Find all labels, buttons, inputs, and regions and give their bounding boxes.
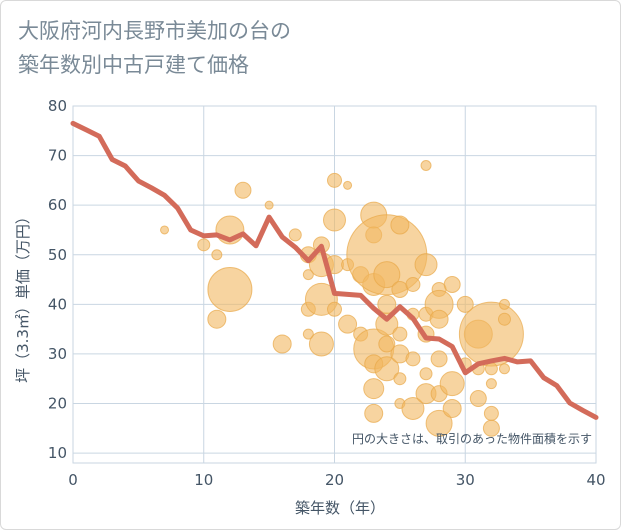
data-bubble	[497, 312, 511, 326]
data-bubble	[390, 215, 410, 235]
data-bubble	[401, 396, 425, 420]
data-bubble	[498, 298, 510, 310]
data-bubble	[414, 253, 438, 277]
data-bubble	[327, 172, 342, 188]
data-bubble	[429, 309, 449, 329]
chart-title-line1: 大阪府河内長野市美加の台の	[18, 19, 291, 43]
data-bubble	[425, 409, 453, 437]
data-bubble	[327, 301, 342, 317]
y-tick-labels: 10 20 30 40 50 60 70 80	[48, 97, 67, 462]
data-bubble	[443, 276, 461, 293]
data-bubble	[264, 200, 274, 210]
y-tick-label: 20	[48, 395, 67, 413]
data-bubble	[288, 228, 302, 242]
data-bubble	[308, 331, 334, 357]
data-bubble	[458, 301, 524, 367]
data-bubble	[482, 419, 500, 437]
y-tick-label: 50	[48, 246, 67, 264]
data-bubble	[393, 372, 407, 386]
line-series	[70, 120, 599, 420]
x-axis-label: 築年数（年）	[295, 499, 385, 517]
bubbles	[160, 160, 524, 437]
data-bubble	[391, 280, 409, 298]
data-bubble	[302, 328, 314, 340]
data-bubble	[469, 390, 487, 408]
data-bubble	[485, 378, 497, 390]
chart-title: 大阪府河内長野市美加の台の 築年数別中古戸建て価格	[18, 14, 438, 82]
data-bubble	[378, 335, 396, 353]
data-bubble	[419, 367, 433, 381]
data-bubble	[405, 351, 421, 367]
data-bubble	[498, 363, 510, 375]
data-bubble	[197, 238, 211, 252]
x-tick-label: 20	[325, 471, 344, 489]
x-tick-label: 30	[456, 471, 475, 489]
data-bubble	[420, 160, 432, 171]
data-bubble	[364, 403, 384, 423]
data-bubble	[430, 350, 448, 368]
x-tick-label: 10	[194, 471, 213, 489]
data-bubble	[392, 326, 408, 342]
data-bubble	[207, 266, 253, 312]
x-tick-label: 0	[68, 471, 78, 489]
data-bubble	[302, 269, 314, 281]
data-bubble	[323, 208, 346, 232]
data-bubble	[405, 277, 421, 292]
data-bubble	[373, 261, 401, 289]
y-tick-label: 40	[48, 295, 67, 313]
data-bubble	[160, 225, 170, 235]
x-tick-labels: 0 10 20 30 40	[68, 471, 605, 489]
data-bubble	[338, 314, 358, 334]
data-bubble	[483, 405, 499, 421]
data-bubble	[442, 398, 462, 418]
y-tick-label: 70	[48, 147, 67, 165]
data-bubble	[234, 181, 252, 199]
y-tick-label: 10	[48, 444, 67, 462]
data-bubble	[484, 362, 498, 376]
data-bubble	[272, 334, 292, 354]
grid	[72, 105, 597, 464]
y-tick-label: 30	[48, 345, 67, 363]
data-bubble	[363, 378, 385, 400]
average-price-line	[70, 120, 599, 420]
data-bubble	[211, 249, 223, 261]
data-bubble	[375, 312, 399, 336]
y-axis-label: 坪（3.3㎡）単価（万円）	[14, 209, 32, 383]
data-bubble	[456, 295, 474, 313]
data-bubble	[439, 371, 465, 397]
chart-annotation: 円の大きさは、取引のあった物件面積を示す	[352, 431, 592, 446]
x-tick-label: 40	[586, 471, 605, 489]
data-bubble	[207, 309, 227, 329]
y-tick-label: 60	[48, 196, 67, 214]
y-tick-label: 80	[48, 97, 67, 115]
data-bubble	[343, 180, 353, 190]
chart-title-line2: 築年数別中古戸建て価格	[18, 53, 249, 77]
data-bubble	[374, 356, 400, 382]
